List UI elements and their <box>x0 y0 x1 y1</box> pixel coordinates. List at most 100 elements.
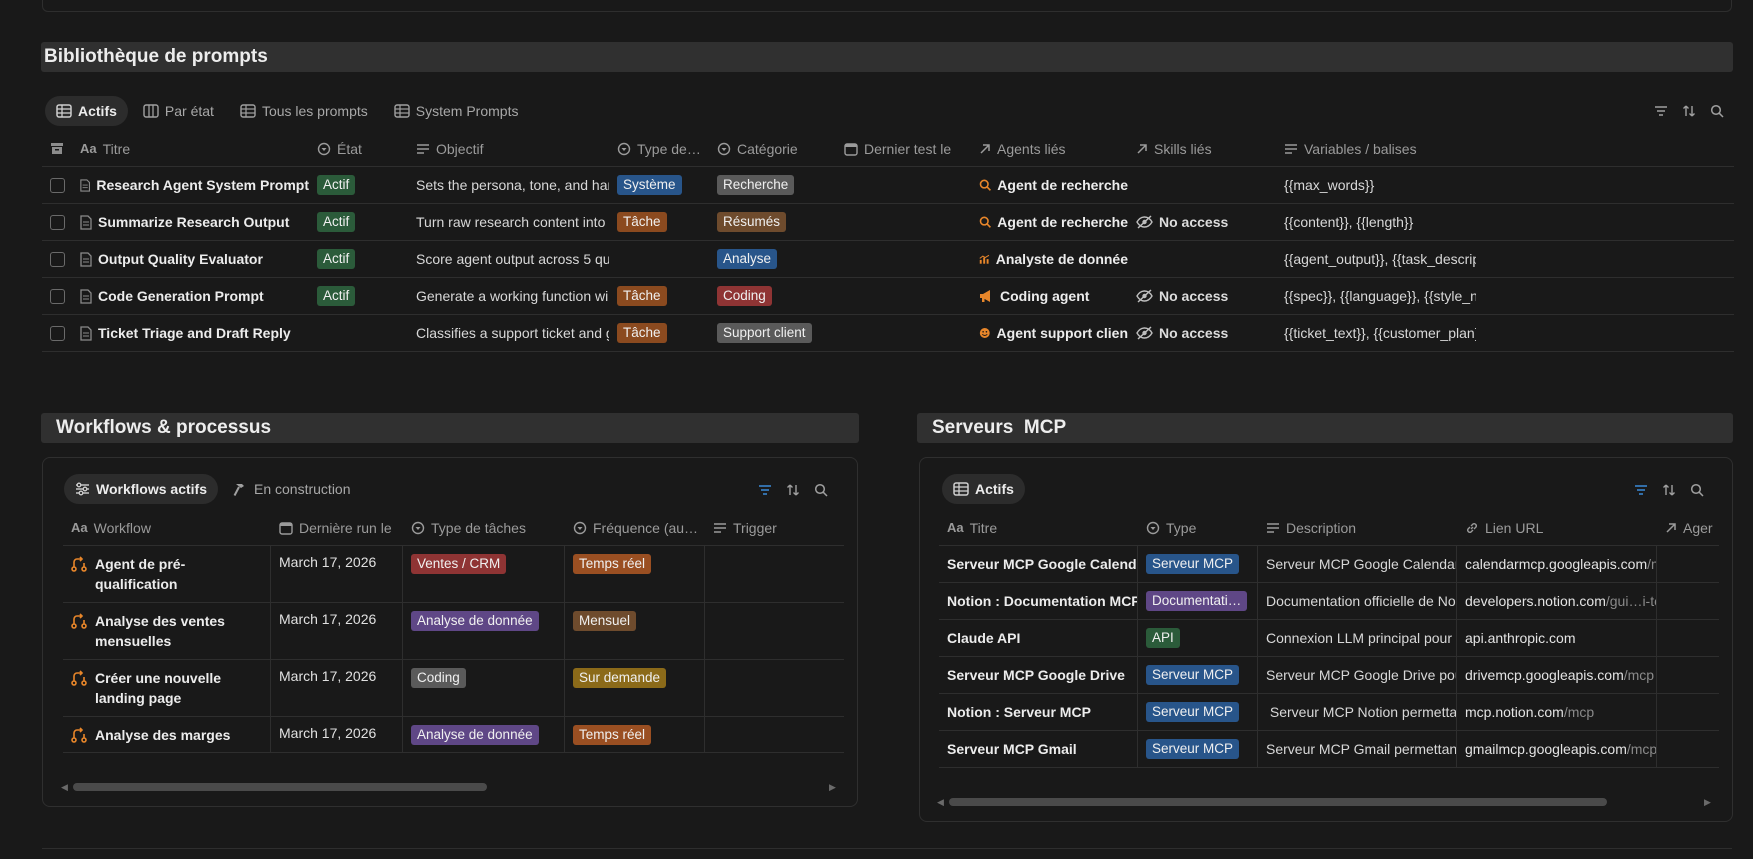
tab-workflows-actifs[interactable]: Workflows actifs <box>64 474 218 504</box>
tab-par-etat[interactable]: Par état <box>132 96 225 126</box>
row-checkbox[interactable] <box>50 251 65 267</box>
url-host[interactable]: mcp.notion.com <box>1465 704 1564 720</box>
table-row[interactable]: Analyse des ventes mensuelles March 17, 2… <box>63 603 844 660</box>
tab-actifs[interactable]: Actifs <box>45 96 128 126</box>
workflow-title-line[interactable]: Analyse des ventes <box>95 613 225 629</box>
sort-icon[interactable] <box>784 481 802 499</box>
table-row[interactable]: Code Generation Prompt Actif Generate a … <box>42 278 1734 315</box>
table-row[interactable]: Créer une nouvelle landing page March 17,… <box>63 660 844 717</box>
workflows-horizontal-scrollbar[interactable] <box>73 783 487 791</box>
text-type-icon: Aa <box>80 141 97 156</box>
task-type-badge: Analyse de donnée <box>411 725 539 745</box>
col-agents-lies[interactable]: Agents liés <box>971 131 1128 166</box>
col-variables[interactable]: Variables / balises <box>1276 131 1476 166</box>
url-path[interactable]: /mcp <box>1563 704 1595 720</box>
workflow-title-line[interactable]: qualification <box>95 576 178 592</box>
workflow-title-line[interactable]: mensuelles <box>95 633 172 649</box>
table-row[interactable]: Output Quality Evaluator Actif Score age… <box>42 241 1734 278</box>
frequency-badge: Temps réel <box>573 554 652 574</box>
workflow-title-line[interactable]: Créer une nouvelle <box>95 670 222 686</box>
url-path[interactable]: /mcp <box>1626 741 1657 757</box>
col-type[interactable]: Type de… <box>609 131 709 166</box>
url-host[interactable]: calendarmcp.googleapis.com <box>1465 556 1648 572</box>
prompt-title[interactable]: Code Generation Prompt <box>98 288 264 304</box>
mcp-horizontal-scrollbar[interactable] <box>949 798 1607 806</box>
table-row[interactable]: Serveur MCP Google Calendar Serveur MCP … <box>939 546 1719 583</box>
tab-actifs[interactable]: Actifs <box>942 474 1025 504</box>
workflow-title-line[interactable]: Analyse des marges <box>95 727 231 743</box>
url-path[interactable]: /gui…i-te <box>1605 593 1657 609</box>
linked-agent[interactable]: Agent de recherche <box>997 214 1128 230</box>
table-row[interactable]: Notion : Documentation MCP Documentati… … <box>939 583 1719 620</box>
workflow-title-line[interactable]: landing page <box>95 690 182 706</box>
filter-icon[interactable] <box>1652 102 1670 120</box>
search-icon[interactable] <box>812 481 830 499</box>
linked-agent[interactable]: Analyste de donnée <box>995 251 1128 267</box>
prompt-title[interactable]: Research Agent System Prompt <box>96 177 309 193</box>
col-lien-url[interactable]: Lien URL <box>1457 510 1657 545</box>
col-etat[interactable]: État <box>309 131 408 166</box>
workflow-title-line[interactable]: Agent de pré- <box>95 556 186 572</box>
col-agents[interactable]: Ager <box>1657 510 1719 545</box>
col-titre[interactable]: Aa Titre <box>947 519 998 536</box>
sort-icon[interactable] <box>1680 102 1698 120</box>
table-row[interactable]: Claude API API Connexion LLM principal p… <box>939 620 1719 657</box>
prompt-title[interactable]: Summarize Research Output <box>98 214 290 230</box>
table-row[interactable]: Research Agent System Prompt Actif Sets … <box>42 167 1734 204</box>
sort-icon[interactable] <box>1660 481 1678 499</box>
scroll-right-arrow[interactable]: ▶ <box>1704 797 1711 807</box>
mcp-title[interactable]: Claude API <box>947 630 1021 646</box>
table-row[interactable]: Serveur MCP Google Drive Serveur MCP Ser… <box>939 657 1719 694</box>
last-run-date: March 17, 2026 <box>271 603 403 659</box>
tab-en-construction[interactable]: En construction <box>222 474 362 504</box>
filter-icon[interactable] <box>756 481 774 499</box>
col-derniere-run[interactable]: Dernière run le <box>271 510 403 545</box>
table-row[interactable]: Summarize Research Output Actif Turn raw… <box>42 204 1734 241</box>
url-path[interactable]: /mcp <box>1623 667 1655 683</box>
col-type[interactable]: Type <box>1138 510 1258 545</box>
search-icon[interactable] <box>1688 481 1706 499</box>
scroll-left-arrow[interactable]: ◀ <box>61 782 68 792</box>
url-host[interactable]: api.anthropic.com <box>1465 630 1576 646</box>
row-checkbox[interactable] <box>50 177 65 193</box>
mcp-title[interactable]: Serveur MCP Google Drive <box>947 667 1125 683</box>
row-checkbox[interactable] <box>50 325 65 341</box>
linked-agent[interactable]: Coding agent <box>1000 288 1090 304</box>
url-path[interactable]: /m <box>1647 556 1656 572</box>
filter-icon[interactable] <box>1632 481 1650 499</box>
mcp-title[interactable]: Serveur MCP Google Calendar <box>947 556 1138 572</box>
col-frequence[interactable]: Fréquence (au… <box>565 510 705 545</box>
url-host[interactable]: drivemcp.googleapis.com <box>1465 667 1624 683</box>
table-row[interactable]: Agent de pré-qualification March 17, 202… <box>63 546 844 603</box>
row-checkbox[interactable] <box>50 214 65 230</box>
mcp-title[interactable]: Notion : Documentation MCP <box>947 593 1138 609</box>
linked-agent[interactable]: Agent de recherche <box>997 177 1128 193</box>
row-checkbox[interactable] <box>50 288 65 304</box>
col-workflow[interactable]: Aa Workflow <box>71 519 151 536</box>
col-categorie[interactable]: Catégorie <box>709 131 836 166</box>
scroll-right-arrow[interactable]: ▶ <box>829 782 836 792</box>
col-dernier-test[interactable]: Dernier test le <box>836 131 971 166</box>
col-trigger[interactable]: Trigger <box>705 510 844 545</box>
col-type-taches[interactable]: Type de tâches <box>403 510 565 545</box>
url-host[interactable]: gmailmcp.googleapis.com <box>1465 741 1627 757</box>
col-objectif[interactable]: Objectif <box>408 131 609 166</box>
tab-tous-les-prompts[interactable]: Tous les prompts <box>229 96 379 126</box>
search-icon[interactable] <box>1708 102 1726 120</box>
archive-col[interactable] <box>42 131 72 166</box>
tab-system-prompts[interactable]: System Prompts <box>383 96 530 126</box>
prompt-title[interactable]: Ticket Triage and Draft Reply <box>98 325 291 341</box>
col-titre[interactable]: Aa Titre <box>80 140 131 157</box>
mcp-title[interactable]: Serveur MCP Gmail <box>947 741 1077 757</box>
linked-agent[interactable]: Agent support clien <box>996 325 1128 341</box>
mcp-title[interactable]: Notion : Serveur MCP <box>947 704 1091 720</box>
scroll-left-arrow[interactable]: ◀ <box>937 797 944 807</box>
prompt-title[interactable]: Output Quality Evaluator <box>98 251 263 267</box>
col-skills-lies[interactable]: Skills liés <box>1128 131 1276 166</box>
url-host[interactable]: developers.notion.com <box>1465 593 1606 609</box>
table-row[interactable]: Ticket Triage and Draft Reply Classifies… <box>42 315 1734 352</box>
table-row[interactable]: Notion : Serveur MCP Serveur MCP Serveur… <box>939 694 1719 731</box>
col-description[interactable]: Description <box>1258 510 1457 545</box>
table-row[interactable]: Serveur MCP Gmail Serveur MCP Serveur MC… <box>939 731 1719 768</box>
table-row[interactable]: Analyse des marges March 17, 2026 Analys… <box>63 717 844 753</box>
